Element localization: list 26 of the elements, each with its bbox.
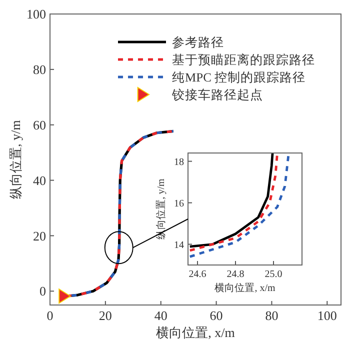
- x-tick-label: 24.6: [188, 269, 206, 280]
- x-tick-label: 60: [210, 308, 223, 323]
- x-axis-title: 横向位置, x/m: [214, 282, 276, 294]
- x-tick-label: 40: [154, 308, 168, 323]
- y-tick-label: 14: [174, 240, 184, 251]
- x-tick-label: 24.8: [226, 269, 244, 280]
- legend-label: 基于预瞄距离的跟踪路径: [172, 52, 315, 67]
- legend-label: 纯MPC 控制的跟踪路径: [172, 70, 306, 84]
- y-tick-label: 16: [174, 198, 184, 210]
- y-axis-title: 纵向位置, y/m: [8, 120, 23, 199]
- y-tick-label: 0: [40, 284, 46, 299]
- legend-label: 参考路径: [172, 36, 224, 50]
- x-axis-title: 横向位置, x/m: [156, 325, 235, 340]
- y-tick-label: 100: [26, 6, 46, 22]
- y-tick-label: 18: [174, 156, 184, 168]
- y-tick-label: 20: [33, 228, 46, 244]
- line-series: [188, 153, 290, 258]
- x-tick-label: 80: [265, 308, 278, 323]
- y-axis-title: 纵向位置, y/m: [155, 178, 167, 240]
- y-tick-label: 80: [33, 62, 46, 77]
- legend-label: 铰接车路径起点: [171, 88, 263, 102]
- x-tick-label: 25.0: [264, 269, 282, 280]
- y-tick-label: 60: [33, 117, 46, 132]
- x-tick-label: 100: [317, 308, 337, 323]
- x-tick-label: 20: [98, 308, 112, 323]
- y-tick-label: 40: [33, 172, 46, 188]
